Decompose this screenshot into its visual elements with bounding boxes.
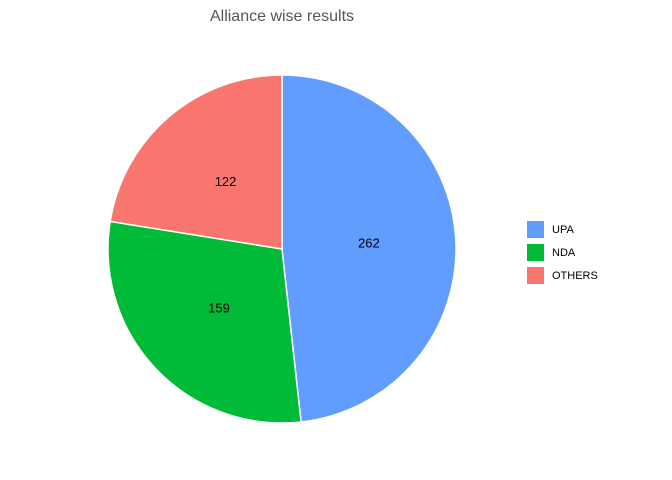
chart-title: Alliance wise results xyxy=(210,8,354,25)
pie-slice xyxy=(107,220,302,424)
legend-label: NDA xyxy=(552,247,576,259)
legend-swatch xyxy=(527,267,544,284)
pie-slice xyxy=(109,74,283,250)
data-label: 262 xyxy=(358,236,380,251)
legend-swatch xyxy=(527,244,544,261)
legend-swatch xyxy=(527,221,544,238)
pie-slice xyxy=(281,74,457,423)
data-label: 159 xyxy=(208,300,230,315)
legend-label: OTHERS xyxy=(552,270,598,282)
data-label: 122 xyxy=(215,174,237,189)
legend-label: UPA xyxy=(552,224,574,236)
